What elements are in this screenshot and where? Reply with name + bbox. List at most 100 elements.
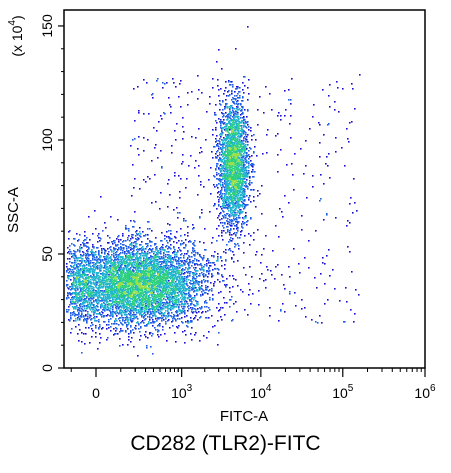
data-point — [166, 282, 168, 284]
data-point — [74, 288, 76, 290]
data-point — [111, 303, 113, 305]
data-point — [240, 155, 242, 157]
data-point — [131, 291, 133, 293]
data-point — [126, 307, 128, 309]
data-point — [189, 273, 191, 275]
data-point — [137, 282, 139, 284]
data-point — [66, 263, 68, 265]
data-point — [169, 269, 171, 271]
data-point — [108, 260, 110, 262]
data-point — [127, 288, 129, 290]
data-point — [126, 268, 128, 270]
data-point — [128, 264, 130, 266]
data-point — [157, 296, 159, 298]
data-point — [163, 268, 165, 270]
data-point — [127, 280, 129, 282]
data-point — [71, 273, 73, 275]
data-point — [123, 279, 125, 281]
data-point — [184, 286, 186, 288]
data-point — [158, 277, 160, 279]
data-point — [136, 306, 138, 308]
data-point — [145, 291, 147, 293]
data-point — [135, 293, 137, 295]
data-point — [146, 305, 148, 307]
data-point — [233, 165, 235, 167]
data-point — [230, 174, 232, 176]
data-point — [117, 292, 119, 294]
data-point — [138, 263, 140, 265]
data-point — [88, 304, 90, 306]
data-point — [124, 252, 126, 254]
data-point — [231, 174, 233, 176]
data-point — [126, 262, 128, 264]
data-point — [82, 280, 84, 282]
data-point — [201, 280, 203, 282]
data-point — [130, 274, 132, 276]
data-point — [113, 256, 115, 258]
data-point — [111, 263, 113, 265]
data-point — [67, 247, 69, 249]
data-point — [167, 271, 169, 273]
data-point — [200, 269, 202, 271]
data-point — [89, 276, 91, 278]
data-point — [84, 308, 86, 310]
data-point — [69, 271, 71, 273]
data-point — [159, 270, 161, 272]
data-point — [201, 306, 203, 308]
data-point — [145, 293, 147, 295]
data-point — [241, 151, 243, 153]
data-point — [130, 325, 132, 327]
data-point — [168, 276, 170, 278]
data-point — [105, 274, 107, 276]
data-point — [168, 313, 170, 315]
data-point — [156, 295, 158, 297]
data-point — [114, 242, 116, 244]
data-point — [154, 280, 156, 282]
data-point — [199, 273, 201, 275]
data-point — [140, 268, 142, 270]
data-point — [126, 318, 128, 320]
data-point — [133, 318, 135, 320]
data-point — [116, 306, 118, 308]
data-point — [121, 272, 123, 274]
data-point — [77, 260, 79, 262]
data-point — [99, 313, 101, 315]
data-point — [163, 289, 165, 291]
data-point — [168, 297, 170, 299]
data-point — [129, 288, 131, 290]
data-point — [174, 266, 176, 268]
data-point — [147, 266, 149, 268]
data-point — [66, 285, 68, 287]
data-point — [71, 297, 73, 299]
data-point — [164, 235, 166, 237]
data-point — [172, 257, 174, 259]
data-point — [173, 290, 175, 292]
data-point — [123, 270, 125, 272]
data-point — [170, 297, 172, 299]
data-point — [143, 249, 145, 251]
data-point — [181, 306, 183, 308]
data-point — [110, 297, 112, 299]
data-point — [117, 301, 119, 303]
data-point — [144, 282, 146, 284]
data-point — [83, 274, 85, 276]
data-point — [166, 284, 168, 286]
data-point — [210, 193, 212, 195]
data-point — [114, 290, 116, 292]
data-point — [175, 289, 177, 291]
data-point — [163, 265, 165, 267]
data-point — [159, 293, 161, 295]
data-point — [165, 283, 167, 285]
data-point — [180, 286, 182, 288]
data-point — [111, 294, 113, 296]
data-point — [93, 307, 95, 309]
data-point — [122, 263, 124, 265]
data-point — [160, 249, 162, 251]
data-point — [149, 290, 151, 292]
data-point — [143, 322, 145, 324]
data-point — [177, 299, 179, 301]
data-point — [138, 312, 140, 314]
data-point — [119, 284, 121, 286]
data-point — [165, 310, 167, 312]
data-point — [100, 273, 102, 275]
